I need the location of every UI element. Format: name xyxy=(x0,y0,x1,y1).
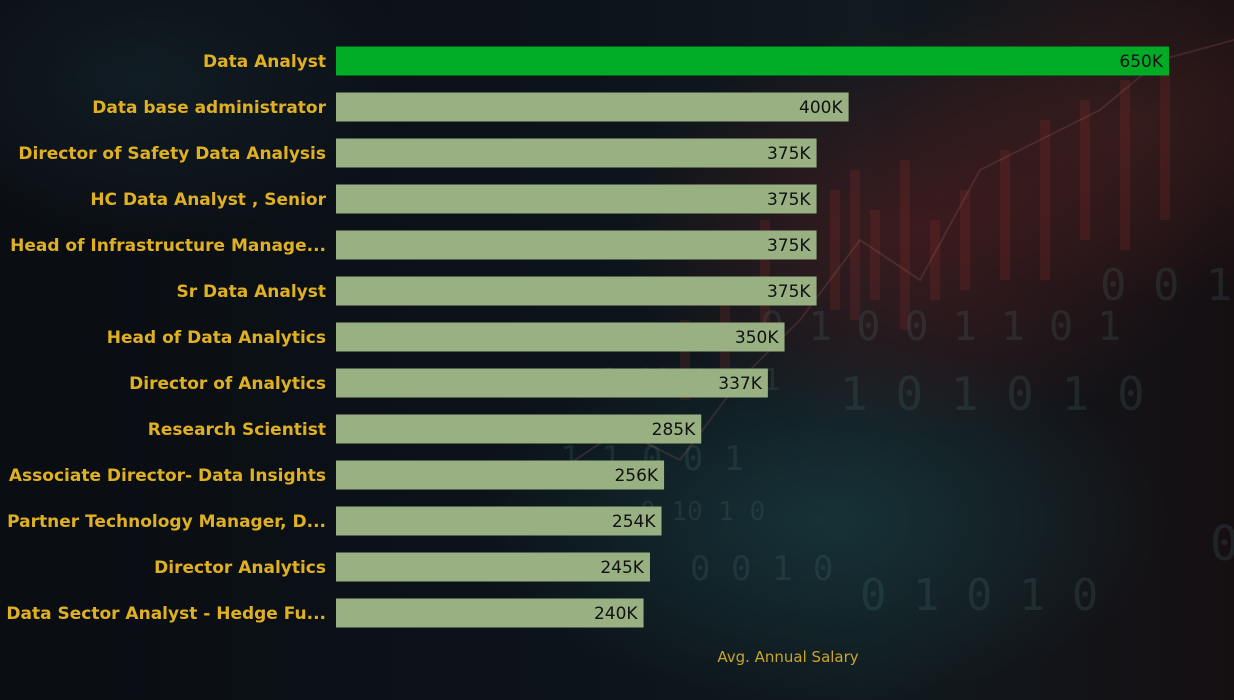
category-label: Data Analyst xyxy=(203,52,326,72)
bar[interactable] xyxy=(336,184,817,214)
bar[interactable] xyxy=(336,460,665,490)
category-label: Director of Analytics xyxy=(129,374,326,394)
category-label: Director of Safety Data Analysis xyxy=(18,144,326,164)
bar[interactable] xyxy=(336,322,785,352)
bar[interactable] xyxy=(336,368,768,398)
category-label: Data base administrator xyxy=(92,98,326,118)
bar[interactable] xyxy=(336,414,702,444)
data-label: 375K xyxy=(767,282,811,302)
svg-text:0: 0 xyxy=(1210,516,1234,572)
svg-text:0 0 1 0: 0 0 1 0 xyxy=(690,549,833,589)
bars-layer: Data Analyst 650K Data base administrator 4… xyxy=(6,46,1169,628)
bar[interactable] xyxy=(336,506,662,536)
data-label: 285K xyxy=(652,420,696,440)
data-label: 245K xyxy=(600,558,644,578)
data-label: 350K xyxy=(735,328,779,348)
svg-text:1 0 1 0 1 0: 1 0 1 0 1 0 xyxy=(840,367,1145,421)
category-label: Director Analytics xyxy=(154,558,326,578)
data-label: 375K xyxy=(767,144,811,164)
data-label: 650K xyxy=(1119,52,1163,72)
bar[interactable] xyxy=(336,138,817,168)
data-label: 256K xyxy=(614,466,658,486)
category-label: Research Scientist xyxy=(148,420,326,440)
x-axis-title: Avg. Annual Salary xyxy=(717,648,858,666)
category-label: Sr Data Analyst xyxy=(176,282,326,302)
category-label: Head of Data Analytics xyxy=(107,328,326,348)
data-label: 240K xyxy=(594,604,638,624)
data-label: 400K xyxy=(799,98,843,118)
bar[interactable] xyxy=(336,552,650,582)
svg-text:0 1 0 0 1 1 0 1: 0 1 0 0 1 1 0 1 xyxy=(760,304,1121,350)
bar[interactable] xyxy=(336,276,817,306)
category-label: Head of Infrastructure Manage... xyxy=(10,236,326,256)
category-label: Data Sector Analyst - Hedge Fu... xyxy=(6,604,326,624)
category-label: Partner Technology Manager, D... xyxy=(7,512,326,532)
bar[interactable] xyxy=(336,46,1169,76)
bar[interactable] xyxy=(336,598,644,628)
svg-text:0 0 1: 0 0 1 xyxy=(1100,260,1232,311)
category-label: Associate Director- Data Insights xyxy=(9,466,326,486)
data-label: 375K xyxy=(767,236,811,256)
bar[interactable] xyxy=(336,92,849,122)
data-label: 337K xyxy=(718,374,762,394)
data-label: 375K xyxy=(767,190,811,210)
bar[interactable] xyxy=(336,230,817,260)
data-label: 254K xyxy=(612,512,656,532)
svg-text:0 1 0 1 0: 0 1 0 1 0 xyxy=(860,570,1098,621)
category-label: HC Data Analyst , Senior xyxy=(90,190,326,210)
